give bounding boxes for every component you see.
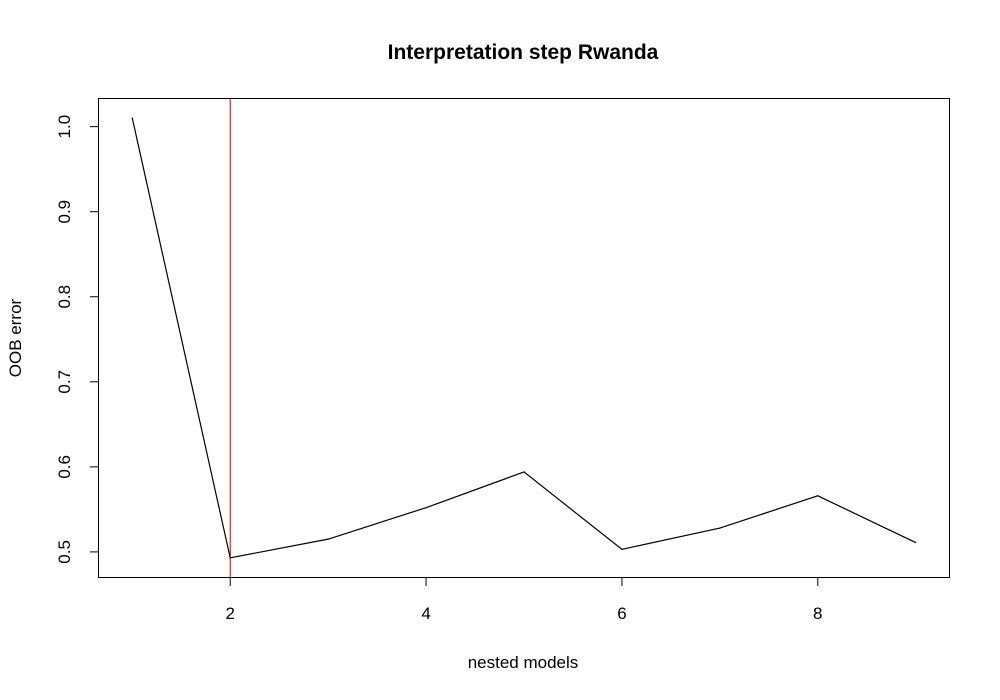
data-point: [131, 117, 133, 119]
y-tick-label: 0.7: [55, 370, 74, 394]
y-tick-label: 0.5: [55, 540, 74, 564]
data-point: [523, 471, 525, 473]
x-tick-label: 4: [421, 604, 430, 623]
x-axis: 2 4 6 8: [225, 577, 823, 623]
x-tick-label: 2: [225, 604, 234, 623]
data-point: [425, 507, 427, 509]
data-point: [621, 548, 623, 550]
x-tick-label: 8: [813, 604, 822, 623]
y-tick-label: 0.8: [55, 285, 74, 309]
x-axis-label: nested models: [468, 653, 579, 672]
data-point: [327, 538, 329, 540]
y-tick-label: 0.6: [55, 455, 74, 479]
plot-frame: [98, 98, 950, 578]
chart-title: Interpretation step Rwanda: [388, 41, 659, 64]
data-point: [229, 557, 231, 559]
data-points: [131, 117, 917, 559]
data-point: [817, 495, 819, 497]
y-axis-label: OOB error: [6, 298, 25, 377]
data-point: [719, 527, 721, 529]
x-tick-label: 6: [617, 604, 626, 623]
y-tick-label: 0.9: [55, 200, 74, 224]
data-point: [915, 541, 917, 544]
y-axis: 0.5 0.6 0.7 0.8 0.9 1.0: [55, 115, 99, 564]
y-tick-label: 1.0: [55, 115, 74, 139]
series-line: [131, 118, 916, 559]
